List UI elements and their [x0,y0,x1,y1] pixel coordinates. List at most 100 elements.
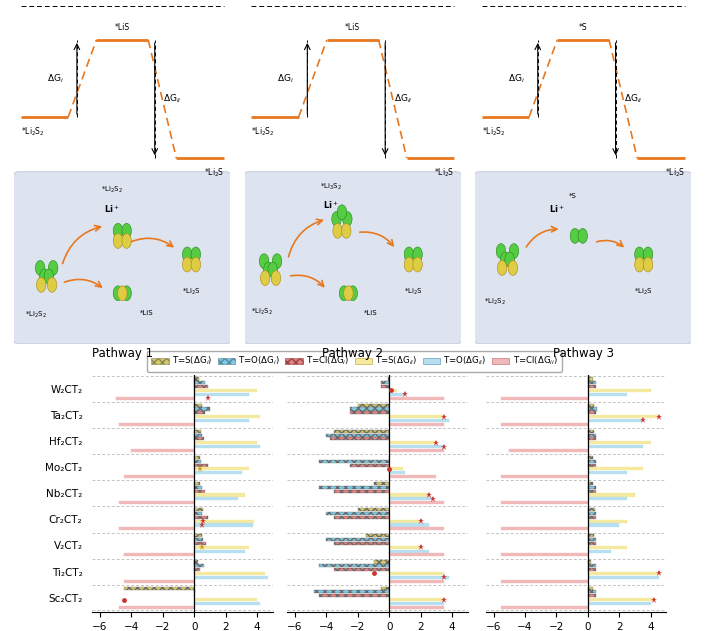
Circle shape [272,271,281,285]
Bar [389,475,437,478]
Bar [194,591,195,594]
Bar [119,606,194,609]
Bar [194,564,203,567]
Text: Pathway 2: Pathway 2 [322,347,384,360]
Text: *Li$_2$S$_2$: *Li$_2$S$_2$ [25,310,47,321]
Bar [588,486,596,489]
Circle shape [337,205,347,220]
Bar [374,482,389,485]
Bar [366,534,389,538]
Bar [389,546,420,549]
Text: *Li$_2$S: *Li$_2$S [635,286,653,297]
Bar [588,441,651,444]
Bar [501,579,588,582]
Circle shape [332,211,341,227]
Legend: T=S($\Delta$G$_i$), T=O($\Delta$G$_i$), T=Cl($\Delta$G$_i$), T=S($\Delta$G$_{ii}: T=S($\Delta$G$_i$), T=O($\Delta$G$_i$), … [147,351,562,372]
Bar [588,550,611,553]
Bar [501,528,588,530]
Bar [388,377,389,380]
Bar [116,396,194,399]
Text: *Li$_2$S$_2$: *Li$_2$S$_2$ [251,307,273,317]
Bar [588,546,627,549]
Bar [588,389,651,392]
Bar [381,385,389,388]
Bar [123,579,194,582]
Circle shape [191,257,201,272]
Bar [588,471,627,475]
Bar [194,471,242,475]
Bar [588,519,627,522]
Bar [358,404,389,407]
Bar [389,419,449,422]
Text: *Li$_2$S$_2$: *Li$_2$S$_2$ [101,185,123,196]
Circle shape [333,223,342,239]
Text: *LiS: *LiS [345,23,360,32]
Circle shape [404,247,414,262]
Bar [588,542,596,545]
Circle shape [578,228,588,244]
Text: Pathway 1: Pathway 1 [91,347,153,360]
Text: *Li$_2$S: *Li$_2$S [404,286,423,297]
Bar [389,572,445,575]
Circle shape [113,286,123,301]
Bar [194,430,201,433]
Circle shape [182,247,192,262]
Circle shape [497,261,507,275]
Text: Li$^+$: Li$^+$ [323,199,339,211]
Bar [318,486,389,489]
Bar [350,464,389,466]
Text: *Li$_2$S$_2$: *Li$_2$S$_2$ [21,126,45,138]
Bar [194,385,208,388]
Bar [588,560,591,563]
Bar [588,602,651,605]
Circle shape [259,254,269,269]
Circle shape [413,257,423,272]
Bar [194,512,202,515]
Bar [588,490,596,493]
Text: *LiS: *LiS [115,23,130,32]
Bar [588,459,596,463]
Bar [588,381,596,384]
Bar [588,468,643,471]
Bar [194,508,203,511]
Bar [194,437,203,440]
Bar [194,550,245,553]
Bar [588,419,643,422]
Bar [326,538,389,541]
Bar [335,516,389,519]
Circle shape [342,211,352,227]
Bar [588,377,593,380]
Bar [119,501,194,504]
Bar [588,598,654,601]
Bar [194,542,206,545]
Bar [588,433,596,437]
Circle shape [404,257,414,272]
Circle shape [44,269,54,284]
Bar [194,404,202,407]
Circle shape [35,261,45,275]
Bar [335,430,389,433]
Bar [318,564,389,567]
Circle shape [413,247,423,262]
Bar [194,519,254,522]
Circle shape [509,244,519,259]
Bar [588,564,596,567]
Circle shape [342,223,351,239]
Circle shape [635,257,644,272]
Circle shape [635,247,644,262]
Text: $\Delta$G$_i$: $\Delta$G$_i$ [277,72,294,85]
Bar [588,415,659,418]
Text: *Li$_3$S$_2$: *Li$_3$S$_2$ [320,182,342,192]
Bar [588,385,596,388]
Bar [389,468,403,471]
Bar [194,602,260,605]
Text: $\Delta$G$_{ii}$: $\Delta$G$_{ii}$ [163,93,182,105]
Text: *Li$_2$S: *Li$_2$S [182,286,201,297]
Bar [194,408,210,411]
Circle shape [113,233,123,249]
Circle shape [40,269,49,284]
Bar [123,475,194,478]
Bar [588,430,594,433]
Bar [358,508,389,511]
Bar [389,396,445,399]
